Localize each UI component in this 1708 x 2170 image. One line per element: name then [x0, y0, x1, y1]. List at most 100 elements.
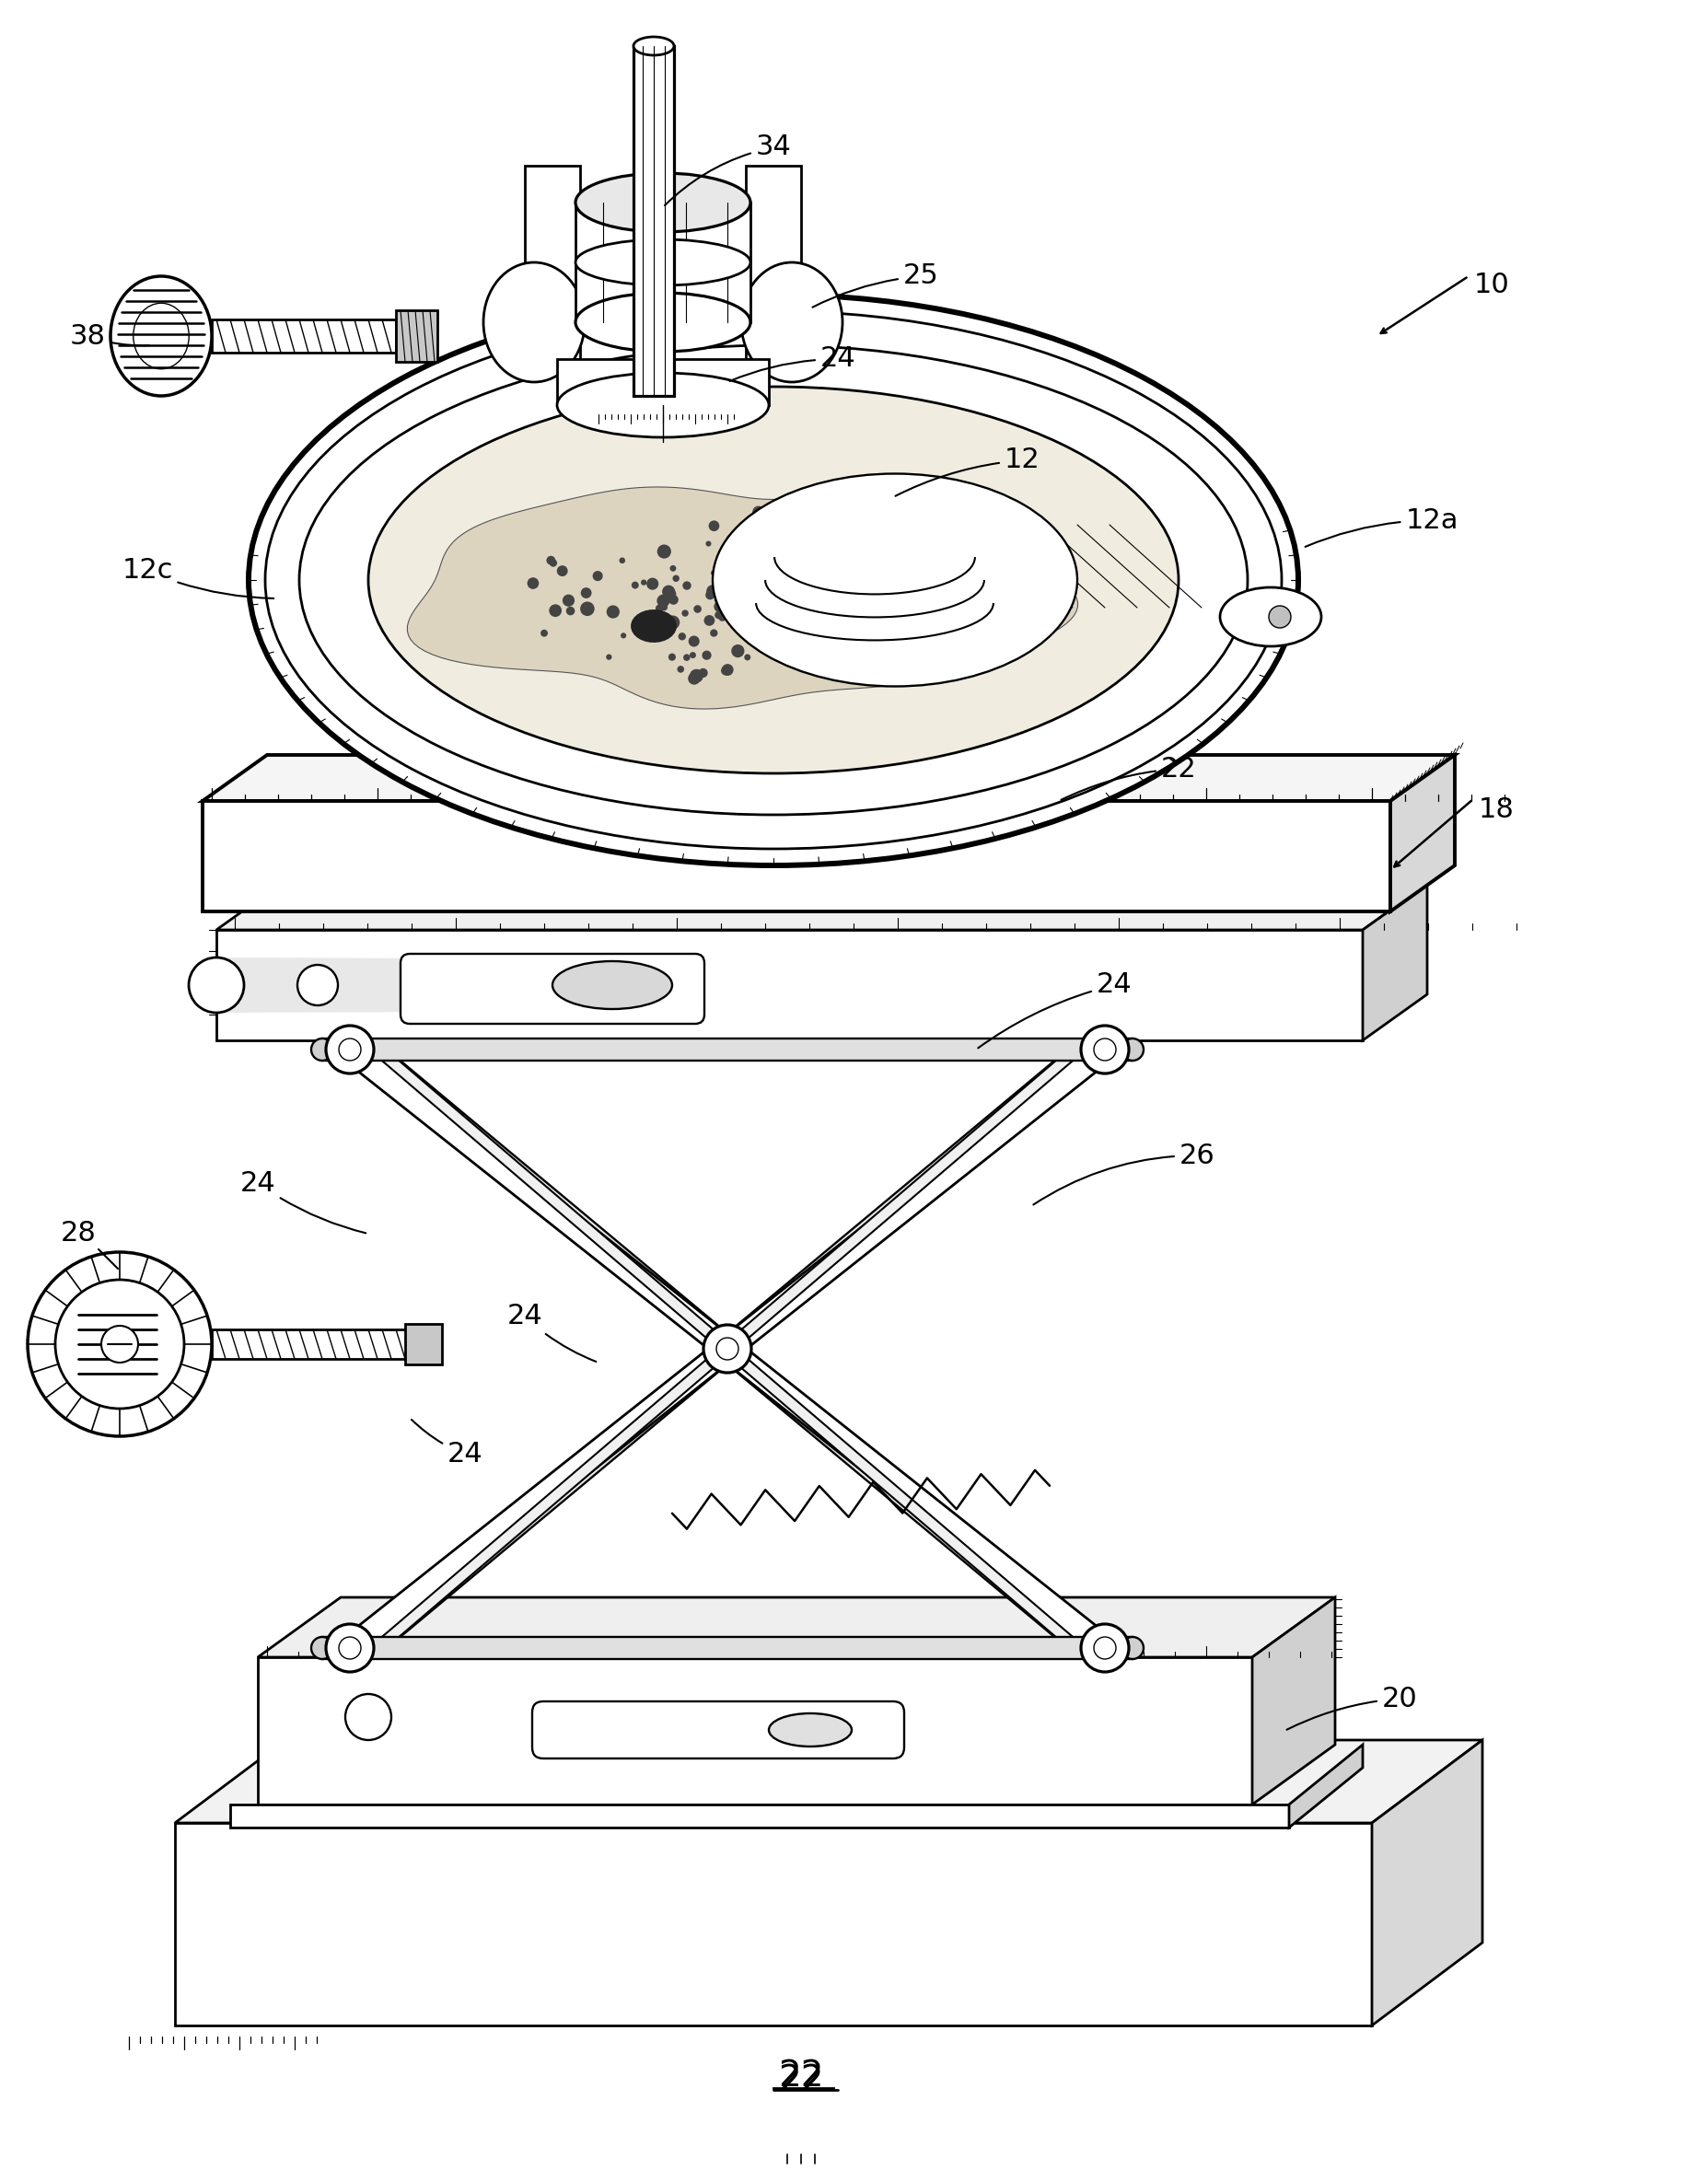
Circle shape	[709, 629, 717, 636]
Circle shape	[801, 588, 811, 599]
Circle shape	[760, 608, 769, 616]
Circle shape	[822, 519, 835, 532]
Circle shape	[760, 579, 772, 590]
Circle shape	[753, 592, 762, 601]
Ellipse shape	[483, 263, 584, 382]
Circle shape	[297, 966, 338, 1005]
Circle shape	[688, 673, 700, 686]
Circle shape	[770, 547, 777, 553]
Circle shape	[873, 584, 885, 595]
Circle shape	[699, 668, 707, 677]
Circle shape	[704, 1326, 752, 1374]
Circle shape	[658, 545, 671, 558]
Circle shape	[794, 523, 803, 529]
Circle shape	[743, 588, 755, 601]
Circle shape	[743, 599, 750, 605]
Circle shape	[738, 601, 752, 614]
Circle shape	[758, 592, 769, 603]
Text: 24: 24	[977, 972, 1131, 1048]
Circle shape	[774, 579, 782, 590]
Circle shape	[827, 662, 837, 673]
Circle shape	[748, 584, 757, 592]
Circle shape	[714, 595, 722, 603]
Circle shape	[791, 506, 803, 519]
Circle shape	[593, 571, 603, 582]
Circle shape	[101, 1326, 138, 1363]
Circle shape	[922, 549, 931, 558]
Circle shape	[1081, 1026, 1129, 1074]
Text: 26: 26	[1033, 1141, 1214, 1204]
Ellipse shape	[111, 276, 212, 395]
Circle shape	[847, 647, 861, 660]
Polygon shape	[374, 1046, 1079, 1651]
Ellipse shape	[576, 239, 750, 286]
Polygon shape	[217, 883, 1426, 931]
Circle shape	[721, 545, 733, 558]
Polygon shape	[174, 1740, 1481, 1823]
Circle shape	[632, 582, 639, 588]
Circle shape	[736, 610, 745, 621]
Polygon shape	[405, 1324, 442, 1365]
Circle shape	[803, 542, 811, 551]
Circle shape	[562, 595, 574, 608]
Polygon shape	[396, 310, 437, 362]
Circle shape	[188, 957, 244, 1013]
Ellipse shape	[557, 373, 769, 438]
Circle shape	[326, 1026, 374, 1074]
Circle shape	[885, 612, 893, 623]
Circle shape	[760, 529, 767, 538]
Ellipse shape	[741, 263, 842, 382]
Circle shape	[736, 595, 745, 601]
Polygon shape	[1372, 1740, 1481, 2025]
Circle shape	[799, 545, 806, 553]
Circle shape	[745, 653, 750, 660]
Circle shape	[722, 586, 729, 595]
Polygon shape	[360, 1039, 1093, 1658]
Circle shape	[793, 614, 806, 627]
Circle shape	[758, 569, 767, 575]
Text: 25: 25	[811, 263, 938, 308]
Circle shape	[693, 605, 702, 612]
Polygon shape	[1252, 1597, 1334, 1805]
Text: 18: 18	[1477, 796, 1513, 825]
Circle shape	[717, 614, 726, 621]
Circle shape	[837, 595, 847, 605]
Circle shape	[752, 634, 762, 644]
Circle shape	[714, 601, 726, 612]
Circle shape	[668, 595, 678, 605]
Text: 22: 22	[777, 2064, 823, 2098]
Circle shape	[779, 542, 793, 556]
Circle shape	[1267, 605, 1290, 627]
Circle shape	[738, 597, 748, 608]
Circle shape	[681, 610, 688, 616]
Ellipse shape	[576, 174, 750, 232]
Circle shape	[711, 571, 716, 575]
Circle shape	[683, 653, 690, 662]
Circle shape	[709, 521, 719, 532]
Circle shape	[811, 590, 816, 597]
Circle shape	[714, 612, 722, 618]
FancyBboxPatch shape	[400, 955, 704, 1024]
Circle shape	[736, 592, 750, 605]
Ellipse shape	[311, 1636, 333, 1660]
Circle shape	[864, 625, 880, 638]
Circle shape	[681, 582, 690, 590]
Circle shape	[548, 560, 557, 566]
Ellipse shape	[552, 961, 671, 1009]
Circle shape	[886, 623, 898, 634]
Ellipse shape	[299, 345, 1247, 814]
Circle shape	[721, 577, 736, 592]
Ellipse shape	[576, 293, 750, 352]
Polygon shape	[407, 486, 1078, 710]
Polygon shape	[1390, 755, 1454, 911]
Circle shape	[661, 586, 675, 599]
Text: 24: 24	[507, 1304, 596, 1361]
Circle shape	[733, 595, 743, 605]
Polygon shape	[217, 931, 1361, 1039]
Circle shape	[721, 599, 728, 605]
Text: 12: 12	[895, 447, 1038, 497]
Text: 12a: 12a	[1305, 508, 1457, 547]
Circle shape	[717, 582, 726, 590]
Text: 24: 24	[412, 1419, 483, 1467]
FancyBboxPatch shape	[531, 1701, 904, 1758]
